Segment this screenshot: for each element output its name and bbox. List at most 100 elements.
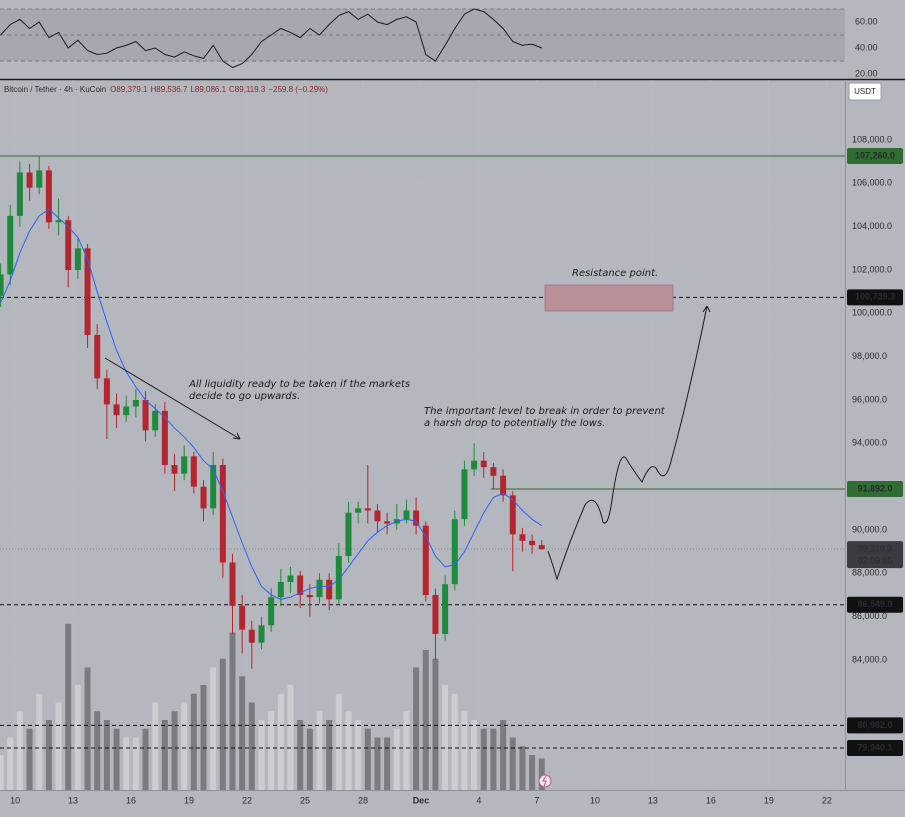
candle-body (142, 400, 149, 431)
volume-bar (393, 728, 400, 790)
candle-body (442, 584, 449, 635)
level-label-box (847, 739, 903, 756)
level-label: 86,549.9 (857, 599, 892, 609)
annotation: Resistance point. (572, 268, 658, 279)
arrow-head (232, 432, 241, 440)
candle-body (152, 410, 159, 431)
y-tick-label: 100,000.0 (852, 308, 892, 318)
volume-bar (200, 685, 207, 790)
x-tick-label: 10 (10, 795, 20, 805)
currency-label: USDT (854, 87, 876, 96)
volume-bar (248, 702, 255, 790)
volume-bar (113, 728, 120, 790)
levels (0, 155, 845, 749)
rsi-tick-label: 20.00 (855, 68, 878, 78)
volume-bar (161, 720, 168, 790)
candle-body (326, 579, 333, 600)
volume-bar (0, 755, 4, 790)
volume-bar (210, 667, 217, 790)
candle-body (123, 406, 130, 416)
annotation: decide to go upwards. (189, 391, 300, 402)
volume-bar (297, 720, 304, 790)
y-tick-label: 86,000.0 (852, 611, 887, 621)
candle-body (529, 540, 536, 546)
candle-body (74, 248, 81, 271)
candle-body (538, 545, 545, 550)
volume-bar (519, 746, 526, 790)
volume-bar (287, 685, 294, 790)
volume-bar (16, 711, 23, 790)
currency-box[interactable] (848, 82, 882, 101)
x-tick-label: 19 (764, 795, 774, 805)
volume-bar (74, 685, 81, 790)
volume-bar (432, 658, 439, 790)
candle-body (490, 467, 497, 476)
volume-bar (84, 667, 91, 790)
ma-line (0, 208, 543, 600)
moving-average (0, 208, 543, 600)
annotation: a harsh drop to potentially the lows. (424, 418, 605, 429)
y-tick-label: 96,000.0 (852, 394, 887, 404)
volume-bar (403, 711, 410, 790)
candle-body (306, 595, 313, 598)
volume-bar (306, 728, 313, 790)
volume-bar (335, 693, 342, 790)
volume-bar (480, 728, 487, 790)
candle-body (451, 519, 458, 585)
level-label-box (847, 481, 903, 498)
volume-bar (94, 711, 101, 790)
candle-body (335, 556, 342, 600)
symbol-title: Bitcoin / Tether · 4h · KuCoin (4, 85, 106, 94)
candle-body (509, 495, 516, 535)
level-label: 91,892.0 (857, 483, 892, 493)
x-tick-label: 16 (126, 795, 136, 805)
candles (0, 156, 545, 669)
y-tick-label: 88,000.0 (852, 568, 887, 578)
level-label-box (847, 289, 903, 306)
volume-bar (181, 702, 188, 790)
y-tick-label: 98,000.0 (852, 351, 887, 361)
countdown-label: 02:09:05 (857, 555, 892, 565)
candle-body (113, 404, 120, 416)
y-tick-label: 104,000.0 (852, 221, 892, 231)
y-tick-label: 102,000.0 (852, 264, 892, 274)
x-tick-label: 25 (300, 795, 310, 805)
volume-bar (123, 737, 130, 790)
candle-body (413, 510, 420, 526)
volume-bar (190, 693, 197, 790)
candle-body (190, 456, 197, 487)
volume-bar (229, 632, 236, 790)
volume-bar (355, 720, 362, 790)
level-label-box (847, 717, 903, 734)
x-tick-label: 13 (648, 795, 658, 805)
candle-body (0, 274, 4, 297)
y-tick-label: 84,000.0 (852, 654, 887, 664)
x-tick-label: Dec (413, 795, 430, 805)
volume-bar (152, 702, 159, 790)
last-price-label: 89,119.3 (858, 543, 892, 553)
level-label: 80,982.0 (857, 720, 892, 730)
candle-body (316, 579, 323, 598)
level-label: 79,940.1 (857, 742, 892, 752)
candle-body (355, 508, 362, 513)
candle-body (471, 460, 478, 470)
candle-body (345, 512, 352, 557)
volume-bar (132, 737, 139, 790)
rsi-panel: 60.00 40.00 20.00 (0, 8, 878, 78)
volume-bar (26, 728, 33, 790)
candle-body (364, 508, 371, 511)
volume-bar (277, 693, 284, 790)
candle-body (258, 625, 265, 643)
candle-body (94, 335, 101, 379)
volume-bar (171, 711, 178, 790)
volume-bar (384, 737, 391, 790)
volume-bar (442, 685, 449, 790)
resistance-zone (544, 284, 674, 312)
candle-body (384, 521, 391, 524)
x-tick-label: 22 (822, 795, 832, 805)
level-label-box (847, 148, 903, 165)
candle-body (210, 465, 217, 509)
